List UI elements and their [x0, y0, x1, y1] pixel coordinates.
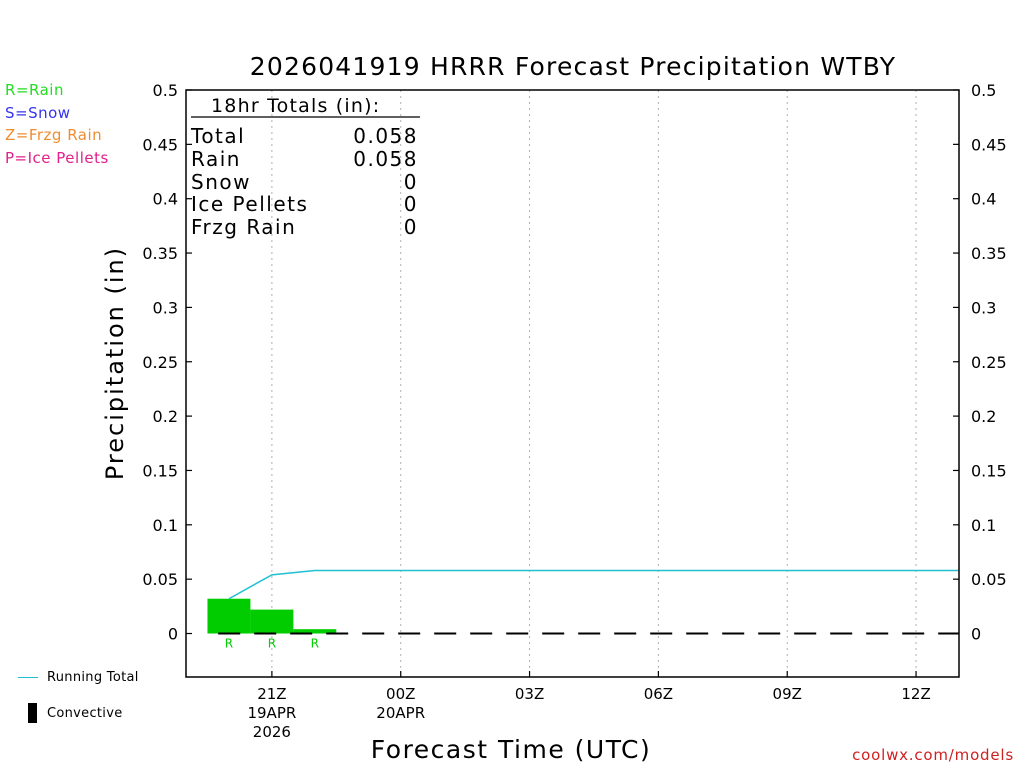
totals-total-value: 0.058 [353, 124, 418, 148]
legend-rain: R=Rain [5, 81, 64, 99]
y-tick-label-left: 0.4 [153, 190, 178, 209]
x-tick-label: 06Z [644, 685, 673, 703]
x-tick-label: 20APR [376, 704, 425, 722]
y-tick-label-left: 0.2 [153, 407, 178, 426]
y-tick-label-left: 0.45 [142, 135, 178, 154]
totals-frzg-value: 0 [404, 215, 418, 239]
y-tick-label-left: 0.35 [142, 244, 178, 263]
legend-snow: S=Snow [5, 104, 71, 122]
y-tick-label-left: 0.3 [153, 298, 178, 317]
y-axis-label: Precipitation (in) [101, 246, 129, 480]
precip-type-label: R [225, 637, 233, 651]
x-tick-label: 03Z [515, 685, 544, 703]
y-tick-label-right: 0.25 [971, 353, 1007, 372]
plot-frame [185, 89, 960, 678]
y-tick-label-left: 0.5 [153, 81, 178, 100]
y-tick-label-right: 0.4 [971, 190, 996, 209]
gridlines [271, 90, 917, 677]
totals-rain-value: 0.058 [353, 147, 418, 171]
x-tick-label: 12Z [901, 685, 930, 703]
totals-heading: 18hr Totals (in): [211, 95, 380, 117]
totals-frzg-label: Frzg Rain [191, 215, 296, 239]
x-axis-label: Forecast Time (UTC) [371, 735, 651, 764]
convective-swatch [28, 703, 37, 723]
running-total-legend-label: Running Total [47, 670, 139, 685]
x-tick-label: 00Z [386, 685, 415, 703]
totals-snow-value: 0 [404, 170, 418, 194]
y-tick-label-left: 0.25 [142, 353, 178, 372]
running-total-swatch [18, 677, 38, 678]
precip-type-label: R [311, 637, 319, 651]
precip-type-label: R [268, 637, 276, 651]
y-tick-label-right: 0.3 [971, 298, 996, 317]
x-tick-label: 09Z [773, 685, 802, 703]
y-tick-label-left: 0.05 [142, 570, 178, 589]
convective-legend: Convective [28, 703, 123, 723]
x-tick-label: 2026 [253, 723, 291, 741]
totals-total-label: Total [190, 124, 245, 148]
y-tick-label-right: 0.15 [971, 461, 1007, 480]
totals-snow-label: Snow [191, 170, 251, 194]
legend-ice-pellets: P=Ice Pellets [5, 149, 109, 167]
y-tick-label-left: 0.1 [153, 516, 178, 535]
y-tick-label-right: 0.5 [971, 81, 996, 100]
source-credit: coolwx.com/models [852, 746, 1014, 764]
y-tick-label-right: 0.35 [971, 244, 1007, 263]
y-tick-label-right: 0.05 [971, 570, 1007, 589]
y-tick-label-right: 0 [971, 625, 981, 644]
precip-bar [293, 629, 337, 634]
totals-box: 18hr Totals (in): Total 0.058 Rain 0.058… [190, 95, 420, 239]
x-tick-label: 19APR [247, 704, 296, 722]
x-tick-label: 21Z [257, 685, 286, 703]
y-tick-label-right: 0.45 [971, 135, 1007, 154]
y-tick-label-left: 0.15 [142, 461, 178, 480]
precip-bar [207, 598, 251, 634]
legend-frzg-rain: Z=Frzg Rain [5, 126, 103, 144]
running-total-group [228, 569, 959, 600]
y-tick-label-left: 0 [168, 625, 178, 644]
totals-ice-label: Ice Pellets [191, 192, 308, 216]
totals-ice-value: 0 [404, 192, 418, 216]
precip-bar [250, 609, 294, 634]
running-total-line [228, 569, 959, 600]
totals-rain-label: Rain [191, 147, 241, 171]
running-total-legend: Running Total [18, 670, 139, 685]
y-tick-label-right: 0.1 [971, 516, 996, 535]
y-tick-label-right: 0.2 [971, 407, 996, 426]
chart-title: 2026041919 HRRR Forecast Precipitation W… [250, 52, 896, 81]
convective-legend-label: Convective [47, 705, 123, 721]
